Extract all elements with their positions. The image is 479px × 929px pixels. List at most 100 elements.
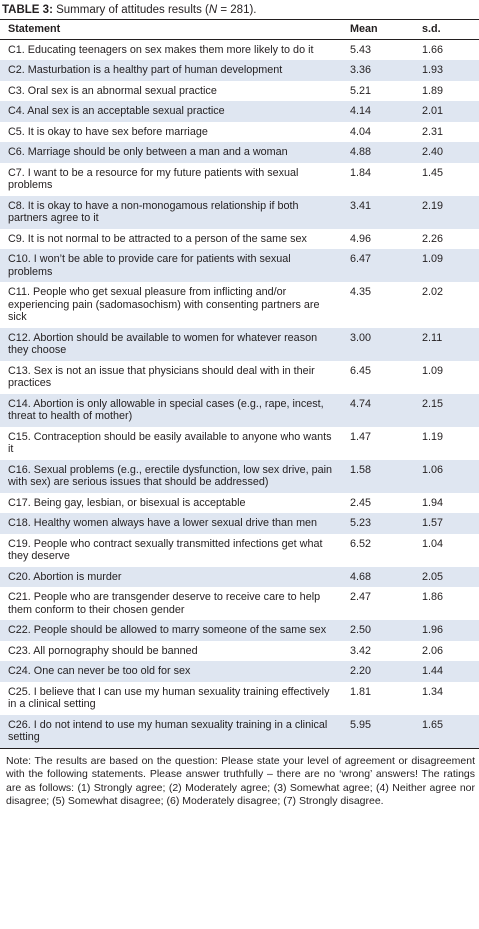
sd-cell: 1.94 bbox=[422, 496, 444, 509]
statement-cell: C16. Sexual problems (e.g., erectile dys… bbox=[0, 459, 340, 493]
mean-cell: 5.95 bbox=[340, 714, 412, 749]
statement-cell: C14. Abortion is only allowable in speci… bbox=[0, 393, 340, 427]
mean-cell: 4.35 bbox=[350, 286, 372, 298]
title-n: N bbox=[208, 4, 218, 16]
mean-cell: 3.36 bbox=[340, 60, 412, 81]
table-row: C6. Marriage should be only between a ma… bbox=[0, 142, 479, 163]
results-table: Statement Mean s.d. C1. Educating teenag… bbox=[0, 19, 479, 749]
mean-cell: 3.00 bbox=[340, 327, 412, 361]
mean-cell: 4.74 bbox=[340, 393, 412, 427]
sd-cell: 2.26 bbox=[422, 232, 444, 245]
sd-cell: 1.06 bbox=[412, 459, 479, 493]
table-row: C3. Oral sex is an abnormal sexual pract… bbox=[0, 81, 479, 102]
table-row: C24. One can never be too old for sex 2.2… bbox=[0, 661, 479, 682]
table-row: C13. Sex is not an issue that physicians… bbox=[0, 361, 479, 394]
table-row: C20. Abortion is murder 4.68 2.05 bbox=[0, 566, 479, 587]
statement-cell: C4. Anal sex is an acceptable sexual pra… bbox=[0, 101, 340, 122]
sd-cell: 2.01 bbox=[412, 101, 479, 122]
mean-cell: 4.88 bbox=[340, 142, 412, 163]
sd-cell: 2.02 bbox=[422, 286, 444, 298]
table-row: C1. Educating teenagers on sex makes the… bbox=[0, 39, 479, 60]
table-row: C22. People should be allowed to marry s… bbox=[0, 620, 479, 641]
statement-cell: C5. It is okay to have sex before marria… bbox=[8, 125, 208, 138]
mean-cell: 1.81 bbox=[350, 685, 372, 698]
table-row: C19. People who contract sexually transm… bbox=[0, 534, 479, 567]
table-row: C12. Abortion should be available to wom… bbox=[0, 327, 479, 361]
title-rest: = 281). bbox=[217, 4, 257, 16]
table-row: C18. Healthy women always have a lower s… bbox=[0, 513, 479, 534]
statement-cell: C3. Oral sex is an abnormal sexual pract… bbox=[8, 84, 217, 97]
title-text: Summary of attitudes results ( bbox=[56, 4, 209, 16]
table-row: C2. Masturbation is a healthy part of hu… bbox=[0, 60, 479, 81]
header-cell: Statement bbox=[0, 19, 340, 40]
table-note: Note: The results are based on the quest… bbox=[6, 754, 475, 808]
mean-cell: 5.21 bbox=[350, 84, 372, 97]
statement-cell: C9. It is not normal to be attracted to … bbox=[8, 232, 307, 245]
table-row: C23. All pornography should be banned 3.4… bbox=[0, 641, 479, 662]
mean-cell: 5.43 bbox=[350, 43, 372, 56]
statement-cell: C15. Contraception should be easily avai… bbox=[8, 430, 332, 456]
statement-cell: C17. Being gay, lesbian, or bisexual is … bbox=[8, 496, 246, 509]
mean-cell: 4.04 bbox=[350, 125, 372, 138]
mean-cell: 6.47 bbox=[340, 249, 412, 282]
table-row: C5. It is okay to have sex before marria… bbox=[0, 122, 479, 143]
statement-cell: C8. It is okay to have a non-monogamous … bbox=[0, 195, 340, 229]
mean-cell: 4.96 bbox=[350, 232, 372, 245]
table-row: C10. I won’t be able to provide care for… bbox=[0, 249, 479, 282]
mean-cell: 1.47 bbox=[350, 430, 372, 443]
sd-cell: 1.65 bbox=[412, 714, 479, 749]
sd-cell: 1.19 bbox=[422, 430, 444, 443]
statement-cell: C7. I want to be a resource for my futur… bbox=[8, 166, 299, 192]
sd-cell: 1.86 bbox=[422, 591, 444, 603]
sd-cell: 2.31 bbox=[422, 125, 444, 138]
statement-cell: C25. I believe that I can use my human s… bbox=[8, 685, 330, 711]
sd-cell: 2.05 bbox=[412, 566, 479, 587]
mean-cell: 2.47 bbox=[350, 591, 372, 603]
header-cell: Mean bbox=[340, 19, 412, 40]
mean-cell: 1.58 bbox=[340, 459, 412, 493]
statement-cell: C26. I do not intend to use my human sex… bbox=[0, 714, 340, 749]
mean-cell: 2.20 bbox=[340, 661, 412, 682]
mean-cell: 4.68 bbox=[340, 566, 412, 587]
table-row: C16. Sexual problems (e.g., erectile dys… bbox=[0, 459, 479, 493]
mean-cell: 3.42 bbox=[350, 644, 372, 657]
sd-cell: 1.57 bbox=[412, 513, 479, 534]
table-row: C15. Contraception should be easily avai… bbox=[0, 427, 479, 460]
statement-cell: C20. Abortion is murder bbox=[0, 566, 340, 587]
statement-cell: C6. Marriage should be only between a ma… bbox=[0, 142, 340, 163]
statement-cell: C24. One can never be too old for sex bbox=[0, 661, 340, 682]
sd-cell: 1.44 bbox=[412, 661, 479, 682]
title-label: TABLE 3: bbox=[2, 4, 53, 16]
statement-cell: C2. Masturbation is a healthy part of hu… bbox=[0, 60, 340, 81]
table-row: C8. It is okay to have a non-monogamous … bbox=[0, 195, 479, 229]
table-row: C17. Being gay, lesbian, or bisexual is … bbox=[0, 493, 479, 514]
table-row: C9. It is not normal to be attracted to … bbox=[0, 229, 479, 250]
statement-cell: C13. Sex is not an issue that physicians… bbox=[8, 364, 315, 390]
statement-cell: C11. People who get sexual pleasure from… bbox=[8, 286, 320, 323]
mean-cell: 6.45 bbox=[350, 364, 372, 377]
statement-cell: C21. People who are transgender deserve … bbox=[8, 591, 321, 616]
sd-cell: 1.04 bbox=[422, 537, 444, 550]
table-row: C7. I want to be a resource for my futur… bbox=[0, 163, 479, 196]
statement-cell: C23. All pornography should be banned bbox=[8, 644, 198, 657]
statement-cell: C10. I won’t be able to provide care for… bbox=[0, 249, 340, 282]
sd-cell: 2.11 bbox=[412, 327, 479, 361]
statement-cell: C22. People should be allowed to marry s… bbox=[0, 620, 340, 641]
mean-cell: 2.45 bbox=[350, 496, 372, 509]
table-row: C11. People who get sexual pleasure from… bbox=[0, 282, 479, 328]
sd-cell: 1.96 bbox=[412, 620, 479, 641]
table-row: C14. Abortion is only allowable in speci… bbox=[0, 393, 479, 427]
sd-cell: 1.09 bbox=[422, 364, 444, 377]
statement-cell: C19. People who contract sexually transm… bbox=[8, 537, 323, 563]
table-row: C25. I believe that I can use my human s… bbox=[0, 682, 479, 715]
header-cell: s.d. bbox=[412, 19, 479, 40]
sd-cell: 2.15 bbox=[412, 393, 479, 427]
statement-cell: C18. Healthy women always have a lower s… bbox=[0, 513, 340, 534]
header-row: Statement Mean s.d. bbox=[0, 19, 479, 40]
sd-cell: 2.19 bbox=[412, 195, 479, 229]
table-row: C4. Anal sex is an acceptable sexual pra… bbox=[0, 101, 479, 122]
mean-cell: 6.52 bbox=[350, 537, 372, 550]
table-row: C26. I do not intend to use my human sex… bbox=[0, 714, 479, 749]
sd-cell: 1.93 bbox=[412, 60, 479, 81]
